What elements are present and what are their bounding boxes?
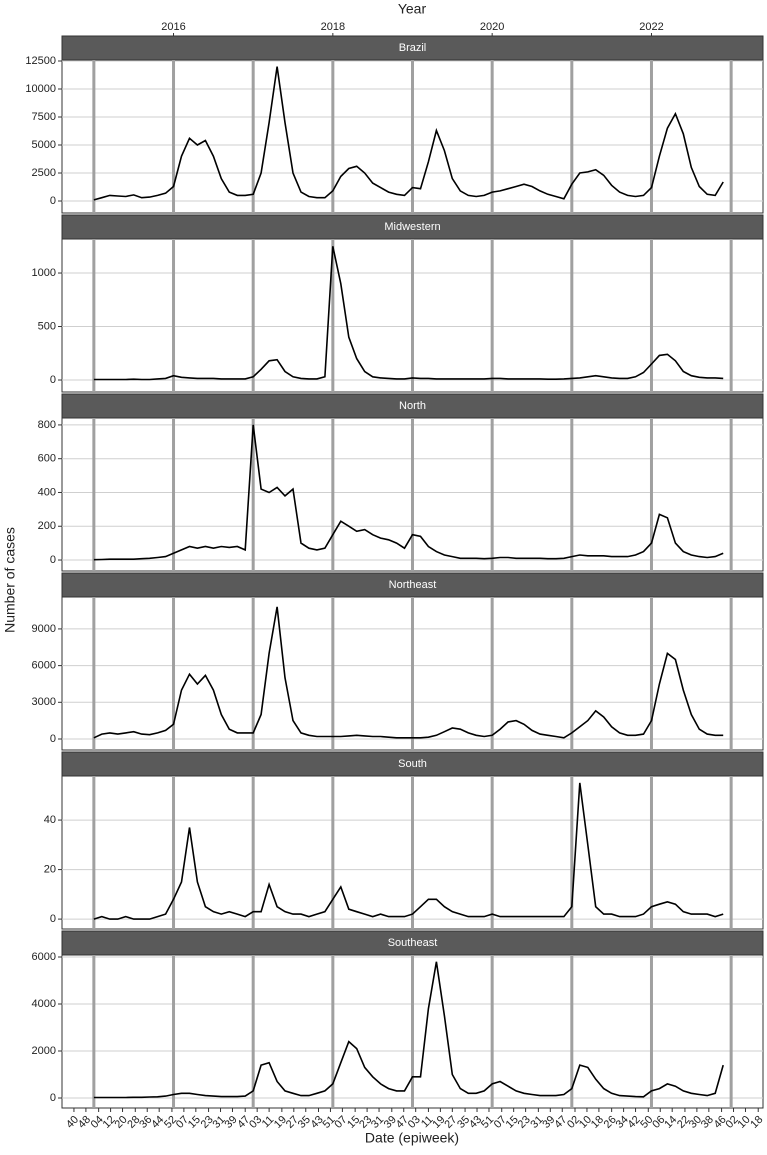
- y-tick-label: 0: [50, 374, 56, 386]
- top-tick-label: 2022: [639, 21, 663, 33]
- x-axis-label: Date (epiweek): [365, 1130, 459, 1146]
- line: [93, 246, 724, 381]
- line: [93, 961, 724, 1099]
- y-tick-label: 2000: [32, 1045, 56, 1057]
- strip: [61, 930, 764, 956]
- top-axis-title: Year: [398, 1, 427, 17]
- y-tick-label: 500: [38, 320, 56, 332]
- strip-label: South: [398, 758, 427, 770]
- y-tick-label: 7500: [32, 111, 56, 123]
- y-tick-label: 5000: [32, 139, 56, 151]
- y-tick-label: 6000: [32, 660, 56, 672]
- y-tick-label: 6000: [32, 951, 56, 963]
- y-tick-label: 400: [38, 486, 56, 498]
- strip: [61, 393, 764, 419]
- y-tick-label: 10000: [25, 83, 56, 95]
- strip-label: Brazil: [399, 42, 427, 54]
- strip: [61, 35, 764, 61]
- y-tick-label: 2500: [32, 167, 56, 179]
- strip-label: Southeast: [388, 937, 438, 949]
- y-tick-label: 600: [38, 453, 56, 465]
- top-tick-label: 2018: [321, 21, 345, 33]
- y-tick-label: 40: [44, 814, 56, 826]
- line: [93, 66, 724, 201]
- y-tick-label: 0: [50, 913, 56, 925]
- line: [93, 782, 724, 920]
- y-tick-label: 20: [44, 863, 56, 875]
- strip-label: Midwestern: [384, 221, 440, 233]
- strip-label: North: [399, 400, 426, 412]
- strip-label: Northeast: [389, 579, 437, 591]
- y-tick-label: 12500: [25, 55, 56, 67]
- y-tick-label: 4000: [32, 998, 56, 1010]
- y-tick-label: 9000: [32, 623, 56, 635]
- top-tick-label: 2020: [480, 21, 504, 33]
- y-tick-label: 200: [38, 520, 56, 532]
- bottom-tick-label: 18: [748, 1114, 765, 1131]
- y-tick-label: 0: [50, 554, 56, 566]
- y-tick-label: 0: [50, 733, 56, 745]
- y-tick-label: 800: [38, 419, 56, 431]
- y-tick-label: 3000: [32, 696, 56, 708]
- strip: [61, 214, 764, 240]
- y-tick-label: 1000: [32, 267, 56, 279]
- line: [93, 424, 724, 561]
- line: [93, 606, 724, 739]
- top-tick-label: 2016: [161, 21, 185, 33]
- y-axis-label: Number of cases: [2, 527, 18, 633]
- y-tick-label: 0: [50, 1092, 56, 1104]
- y-tick-label: 0: [50, 195, 56, 207]
